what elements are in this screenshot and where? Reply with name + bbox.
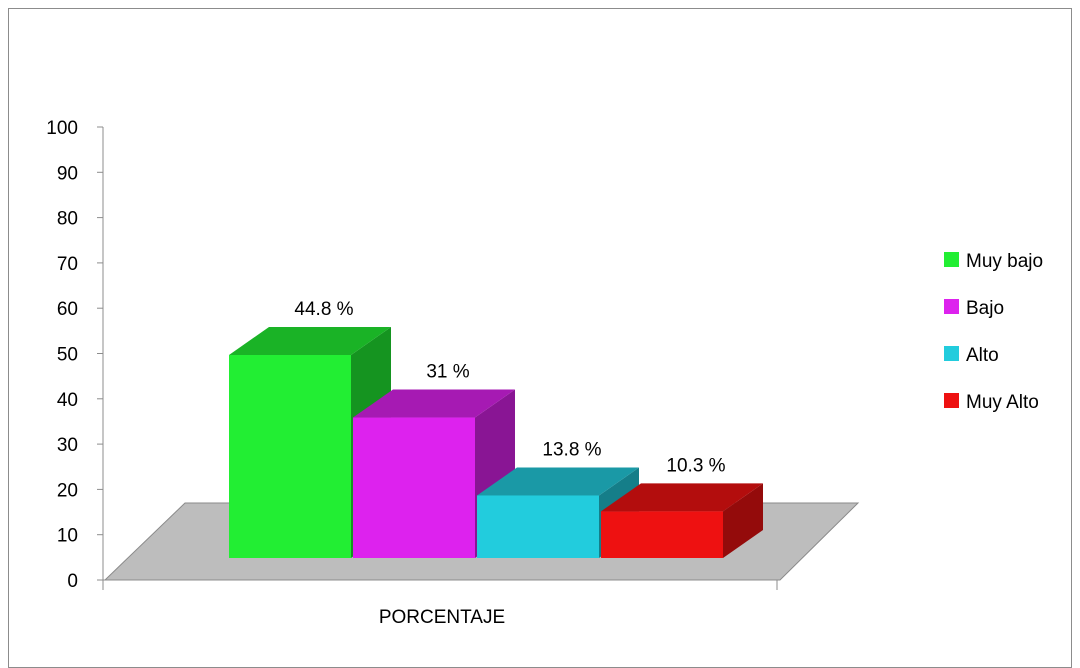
legend-item: Muy Alto xyxy=(944,392,1039,413)
y-tick-label: 20 xyxy=(57,480,78,501)
y-tick-label: 40 xyxy=(57,390,78,411)
legend-swatch xyxy=(944,393,959,408)
legend-label: Muy bajo xyxy=(966,251,1043,272)
bar-side-face xyxy=(723,483,763,558)
bar-front-face xyxy=(601,511,723,558)
bar-top-face xyxy=(601,483,763,512)
legend-item: Bajo xyxy=(944,298,1004,319)
legend-label: Bajo xyxy=(966,298,1004,319)
y-tick-label: 30 xyxy=(57,435,78,456)
y-tick-label: 100 xyxy=(46,118,78,139)
y-tick-label: 90 xyxy=(57,163,78,184)
legend-item: Muy bajo xyxy=(944,251,1043,272)
bar-front-face xyxy=(229,355,351,558)
x-category-label: PORCENTAJE xyxy=(379,607,505,628)
legend-swatch xyxy=(944,299,959,314)
data-label: 31 % xyxy=(426,362,469,383)
y-tick-label: 60 xyxy=(57,299,78,320)
y-tick-label: 0 xyxy=(67,571,78,592)
data-label: 13.8 % xyxy=(542,439,601,460)
y-tick-label: 10 xyxy=(57,526,78,547)
legend-swatch xyxy=(944,252,959,267)
y-tick-label: 50 xyxy=(57,345,78,366)
bar-top-face xyxy=(477,467,639,496)
data-label: 44.8 % xyxy=(294,299,353,320)
data-label: 10.3 % xyxy=(666,455,725,476)
bar-chart-3d: 0 10 20 30 40 50 60 70 80 90 100 44.8 % 31 % 13.8 % 1… xyxy=(46,118,1043,628)
bar-muy-alto xyxy=(601,483,763,558)
y-tick-label: 80 xyxy=(57,209,78,230)
legend-swatch xyxy=(944,346,959,361)
bar-top-face xyxy=(353,389,515,418)
bar-top-face xyxy=(229,327,391,355)
bar-front-face xyxy=(477,495,599,558)
legend-label: Muy Alto xyxy=(966,392,1039,413)
y-tick-label: 70 xyxy=(57,254,78,275)
legend-item: Alto xyxy=(944,345,999,366)
legend-label: Alto xyxy=(966,345,999,366)
bar-front-face xyxy=(353,417,475,558)
